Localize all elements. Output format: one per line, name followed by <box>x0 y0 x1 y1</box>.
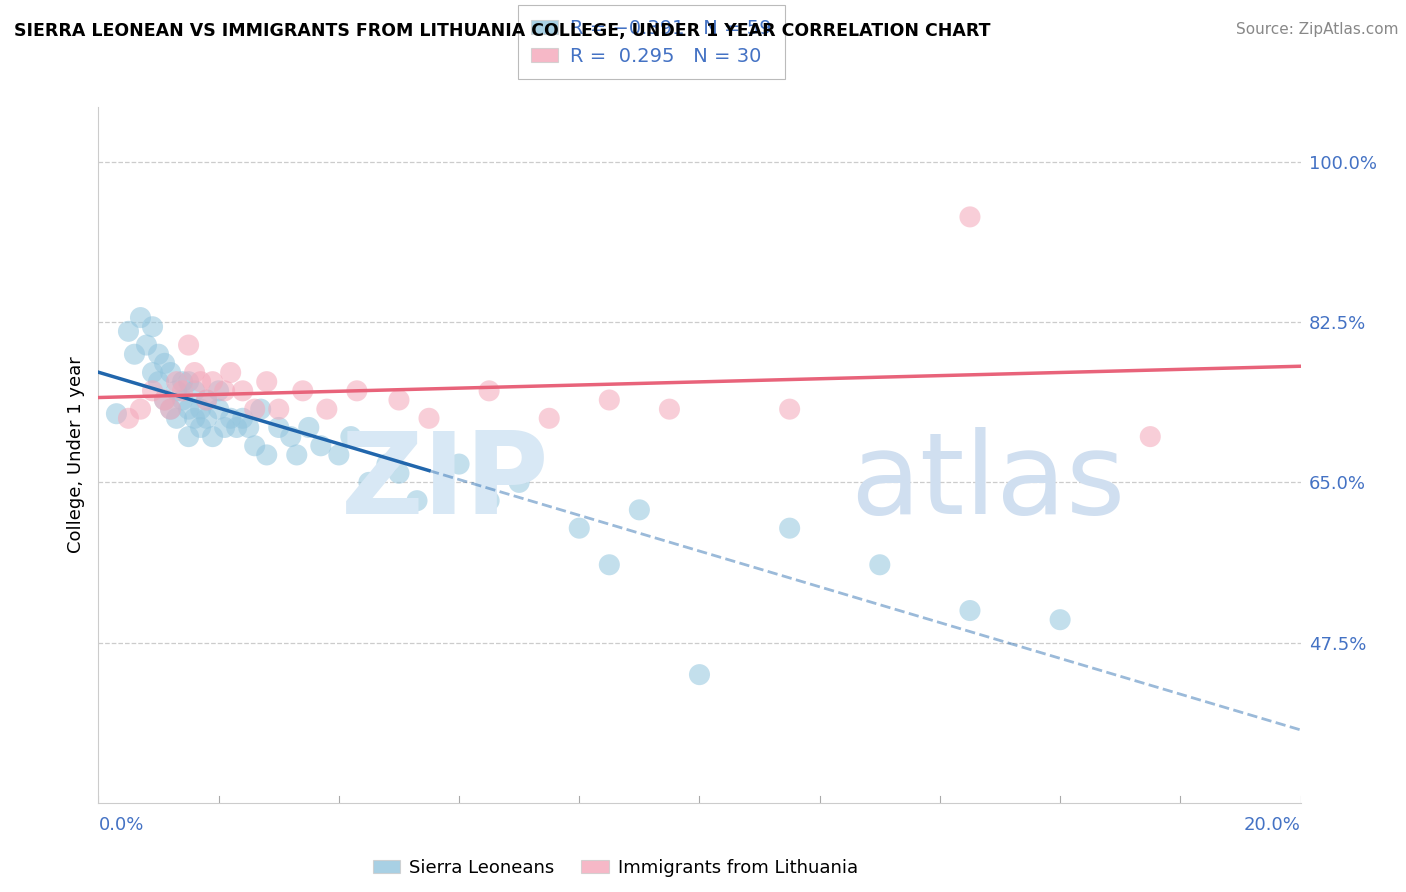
Point <box>280 429 302 443</box>
Point <box>406 493 429 508</box>
Point <box>166 411 188 425</box>
Point <box>418 411 440 425</box>
Point <box>375 457 398 471</box>
Point <box>124 347 146 361</box>
Point <box>478 384 501 398</box>
Point <box>291 384 314 398</box>
Point <box>315 402 337 417</box>
Point <box>172 375 194 389</box>
Point <box>195 392 218 407</box>
Point <box>183 366 205 380</box>
Point <box>190 402 212 417</box>
Point <box>388 467 411 481</box>
Point <box>141 366 163 380</box>
Point <box>959 210 981 224</box>
Point <box>166 375 188 389</box>
Point <box>159 402 181 417</box>
Point <box>388 392 411 407</box>
Point <box>129 402 152 417</box>
Point <box>219 366 242 380</box>
Point <box>447 457 470 471</box>
Point <box>598 392 620 407</box>
Point <box>1049 613 1071 627</box>
Point <box>256 448 278 462</box>
Point <box>340 429 363 443</box>
Point <box>129 310 152 325</box>
Text: ZIP: ZIP <box>340 427 550 538</box>
Point <box>208 402 231 417</box>
Text: 0.0%: 0.0% <box>98 816 143 834</box>
Point <box>201 375 224 389</box>
Point <box>238 420 260 434</box>
Legend: Sierra Leoneans, Immigrants from Lithuania: Sierra Leoneans, Immigrants from Lithuan… <box>366 852 865 884</box>
Point <box>779 402 801 417</box>
Point <box>243 439 266 453</box>
Text: Source: ZipAtlas.com: Source: ZipAtlas.com <box>1236 22 1399 37</box>
Point <box>309 439 332 453</box>
Point <box>166 384 188 398</box>
Point <box>172 392 194 407</box>
Point <box>195 392 218 407</box>
Point <box>177 338 200 352</box>
Point <box>148 347 170 361</box>
Point <box>177 375 200 389</box>
Point <box>141 319 163 334</box>
Point <box>214 420 236 434</box>
Point <box>135 338 157 352</box>
Point <box>177 429 200 443</box>
Point <box>869 558 891 572</box>
Point <box>148 375 170 389</box>
Point <box>243 402 266 417</box>
Point <box>628 503 651 517</box>
Point <box>208 384 231 398</box>
Point <box>1139 429 1161 443</box>
Point <box>105 407 128 421</box>
Text: SIERRA LEONEAN VS IMMIGRANTS FROM LITHUANIA COLLEGE, UNDER 1 YEAR CORRELATION CH: SIERRA LEONEAN VS IMMIGRANTS FROM LITHUA… <box>14 22 991 40</box>
Point <box>183 411 205 425</box>
Point <box>249 402 271 417</box>
Point <box>346 384 368 398</box>
Point <box>190 375 212 389</box>
Text: 20.0%: 20.0% <box>1244 816 1301 834</box>
Point <box>357 475 380 490</box>
Point <box>177 402 200 417</box>
Point <box>508 475 530 490</box>
Point <box>658 402 681 417</box>
Point <box>256 375 278 389</box>
Point <box>190 420 212 434</box>
Point <box>219 411 242 425</box>
Point <box>538 411 561 425</box>
Point <box>153 392 176 407</box>
Point <box>214 384 236 398</box>
Point <box>478 493 501 508</box>
Point <box>298 420 321 434</box>
Point <box>285 448 308 462</box>
Point <box>328 448 350 462</box>
Point <box>153 356 176 370</box>
Point <box>183 384 205 398</box>
Point <box>195 411 218 425</box>
Point <box>598 558 620 572</box>
Text: atlas: atlas <box>849 427 1125 538</box>
Point <box>117 411 139 425</box>
Point <box>159 402 181 417</box>
Point <box>201 429 224 443</box>
Y-axis label: College, Under 1 year: College, Under 1 year <box>66 357 84 553</box>
Point <box>267 420 290 434</box>
Point <box>117 324 139 338</box>
Point <box>232 384 254 398</box>
Point <box>159 366 181 380</box>
Point <box>779 521 801 535</box>
Point <box>232 411 254 425</box>
Point <box>172 384 194 398</box>
Point <box>267 402 290 417</box>
Point <box>689 667 711 681</box>
Point <box>568 521 591 535</box>
Point <box>225 420 247 434</box>
Point <box>141 384 163 398</box>
Point <box>959 603 981 617</box>
Point <box>153 392 176 407</box>
